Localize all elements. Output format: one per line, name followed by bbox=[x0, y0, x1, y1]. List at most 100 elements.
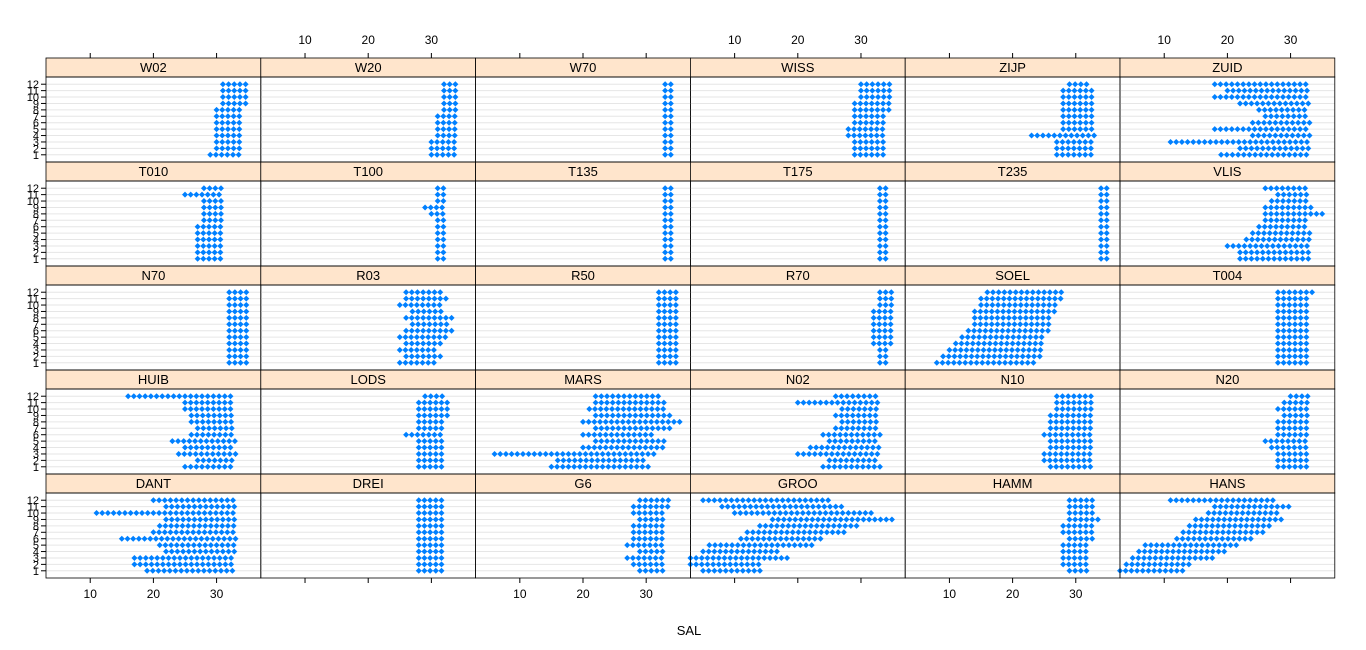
data-point bbox=[655, 308, 662, 315]
data-point bbox=[199, 561, 206, 568]
data-point bbox=[659, 548, 666, 555]
data-point bbox=[1296, 438, 1303, 445]
data-point bbox=[1005, 314, 1012, 321]
data-point bbox=[221, 393, 228, 400]
data-point bbox=[1020, 346, 1027, 353]
data-point bbox=[662, 185, 669, 192]
data-point bbox=[1297, 308, 1304, 315]
data-point bbox=[1064, 438, 1071, 445]
data-point bbox=[200, 230, 207, 237]
data-point bbox=[1297, 302, 1304, 309]
data-point bbox=[438, 503, 445, 510]
data-point bbox=[200, 249, 207, 256]
data-point bbox=[983, 314, 990, 321]
data-point bbox=[851, 132, 858, 139]
data-point bbox=[221, 399, 228, 406]
data-point bbox=[1291, 334, 1298, 341]
data-point bbox=[201, 497, 208, 504]
data-point bbox=[144, 510, 151, 517]
data-point bbox=[434, 230, 441, 237]
data-point bbox=[432, 497, 439, 504]
data-point bbox=[1046, 457, 1053, 464]
data-point bbox=[1098, 185, 1105, 192]
data-point bbox=[876, 340, 883, 347]
data-point bbox=[1299, 255, 1306, 262]
data-point bbox=[756, 522, 763, 529]
data-point bbox=[1271, 236, 1278, 243]
data-point bbox=[1285, 217, 1292, 224]
y-tick-label: 7 bbox=[33, 111, 39, 123]
data-point bbox=[727, 554, 734, 561]
data-point bbox=[413, 359, 420, 366]
data-point bbox=[1291, 425, 1298, 432]
data-point bbox=[676, 418, 683, 425]
data-point bbox=[851, 138, 858, 145]
data-point bbox=[1285, 503, 1292, 510]
panel-frame-t135 bbox=[475, 180, 691, 267]
data-point bbox=[446, 81, 453, 88]
data-point bbox=[652, 554, 659, 561]
data-point bbox=[441, 106, 448, 113]
data-point bbox=[162, 542, 169, 549]
data-point bbox=[863, 151, 870, 158]
data-point bbox=[442, 327, 449, 334]
data-point bbox=[440, 249, 447, 256]
data-point bbox=[959, 334, 966, 341]
data-point bbox=[213, 138, 220, 145]
data-point bbox=[221, 444, 228, 451]
data-point bbox=[440, 185, 447, 192]
data-point bbox=[721, 554, 728, 561]
data-point bbox=[662, 126, 669, 133]
data-point bbox=[1185, 535, 1192, 542]
data-point bbox=[408, 302, 415, 309]
data-point bbox=[1080, 431, 1087, 438]
data-point bbox=[1087, 444, 1094, 451]
data-point bbox=[1274, 425, 1281, 432]
data-point bbox=[1240, 151, 1247, 158]
data-point bbox=[866, 438, 873, 445]
data-point bbox=[1046, 450, 1053, 457]
data-point bbox=[882, 242, 889, 249]
data-point bbox=[1098, 223, 1105, 230]
data-point bbox=[1230, 535, 1237, 542]
data-point bbox=[1303, 340, 1310, 347]
data-point bbox=[845, 510, 852, 517]
data-point bbox=[226, 302, 233, 309]
data-point bbox=[777, 510, 784, 517]
data-point bbox=[434, 145, 441, 152]
data-point bbox=[771, 510, 778, 517]
data-point bbox=[1303, 431, 1310, 438]
data-point bbox=[432, 548, 439, 555]
data-point bbox=[667, 185, 674, 192]
data-point bbox=[964, 334, 971, 341]
data-point bbox=[639, 463, 646, 470]
data-point bbox=[1221, 542, 1228, 549]
data-point bbox=[196, 522, 203, 529]
data-point bbox=[1235, 87, 1242, 94]
data-point bbox=[1285, 444, 1292, 451]
data-point bbox=[154, 561, 161, 568]
data-point bbox=[236, 106, 243, 113]
data-point bbox=[153, 393, 160, 400]
data-point bbox=[1292, 412, 1299, 419]
data-point bbox=[658, 542, 665, 549]
data-point bbox=[216, 554, 223, 561]
data-point bbox=[1211, 94, 1218, 101]
data-point bbox=[1082, 87, 1089, 94]
data-point bbox=[1243, 516, 1250, 523]
data-point bbox=[1298, 393, 1305, 400]
data-point bbox=[751, 542, 758, 549]
data-point bbox=[156, 542, 163, 549]
data-point bbox=[605, 450, 612, 457]
data-point bbox=[630, 535, 637, 542]
data-point bbox=[598, 399, 605, 406]
data-point bbox=[636, 548, 643, 555]
y-tick-label: 10 bbox=[27, 508, 39, 520]
data-point bbox=[1079, 132, 1086, 139]
data-point bbox=[1265, 100, 1272, 107]
data-point bbox=[150, 497, 157, 504]
data-point bbox=[856, 418, 863, 425]
data-point bbox=[588, 457, 595, 464]
data-point bbox=[420, 314, 427, 321]
data-point bbox=[982, 327, 989, 334]
